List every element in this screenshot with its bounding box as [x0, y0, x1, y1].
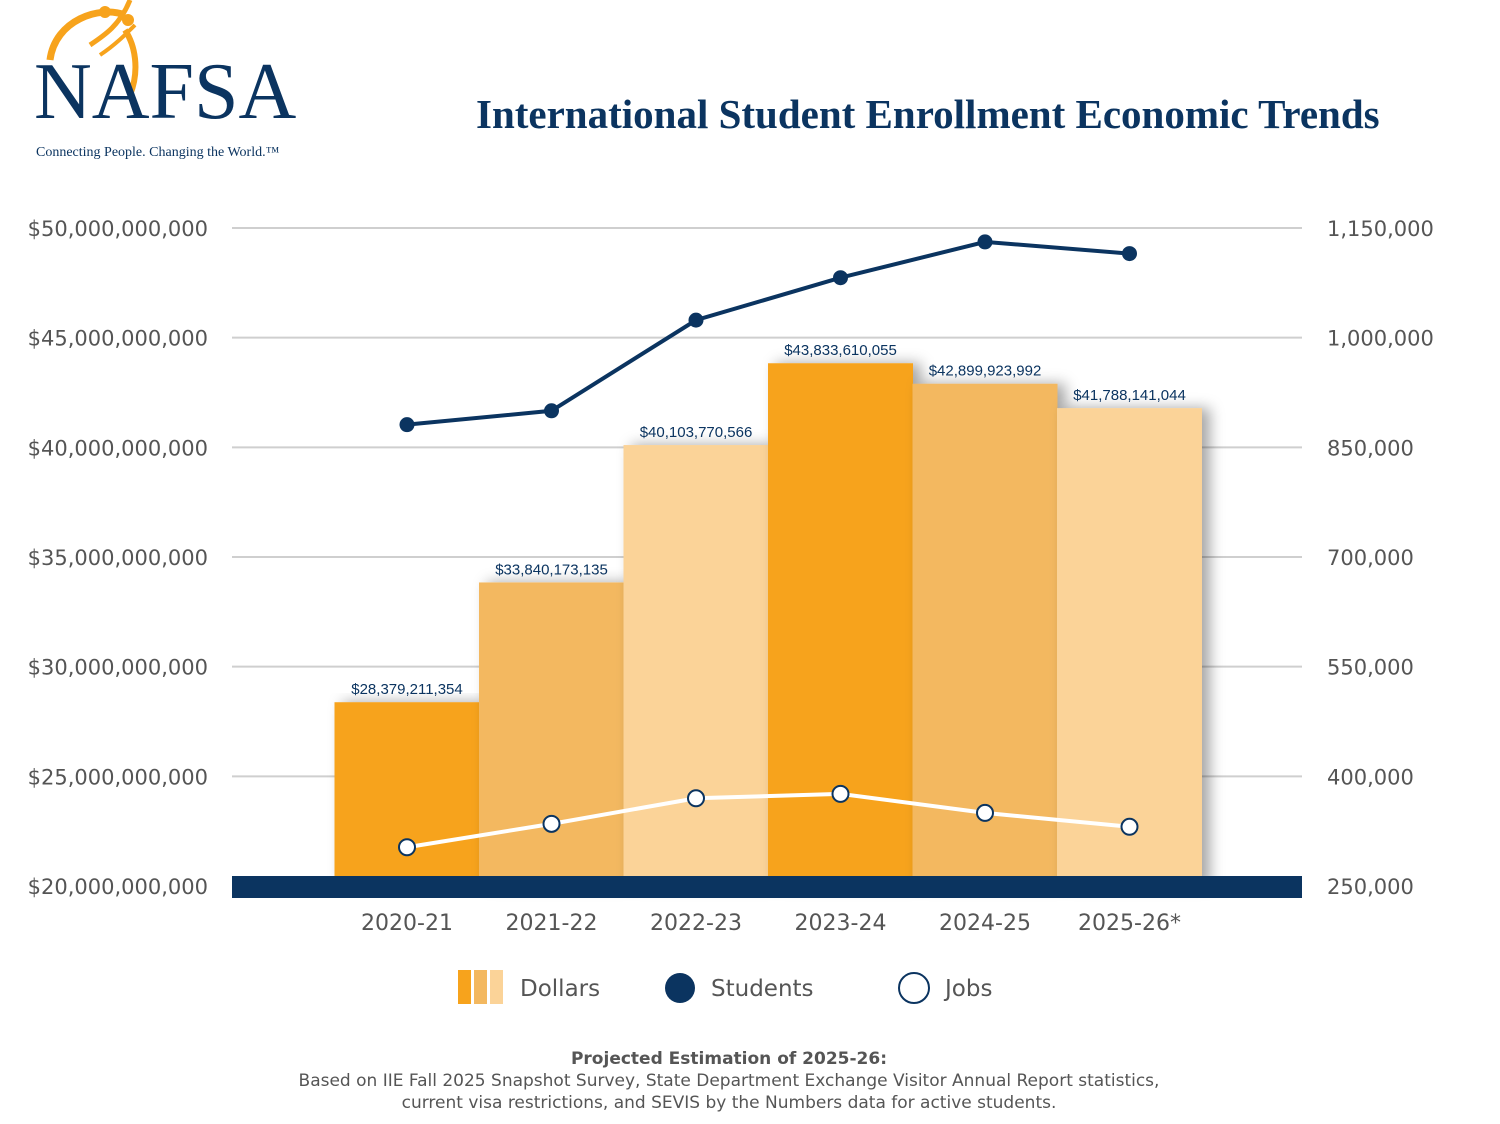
left-axis-tick: $25,000,000,000 [28, 765, 208, 789]
legend-students-marker [665, 973, 695, 1003]
chart-title: International Student Enrollment Economi… [476, 91, 1380, 137]
jobs-point [687, 789, 705, 808]
right-axis-tick: 1,150,000 [1327, 217, 1434, 241]
x-axis-tick: 2024-25 [939, 911, 1031, 936]
students-point [833, 270, 848, 286]
logo-wordmark: NAFSA [34, 48, 297, 136]
nafsa-logo: NAFSA Connecting People. Changing the Wo… [34, 0, 297, 160]
right-axis-tick: 1,000,000 [1327, 327, 1434, 351]
footer-line-2: current visa restrictions, and SEVIS by … [401, 1093, 1057, 1113]
footer-line-1: Based on IIE Fall 2025 Snapshot Survey, … [298, 1071, 1160, 1091]
dollars-data-label: $33,840,173,135 [495, 561, 608, 578]
left-axis-tick: $50,000,000,000 [28, 217, 208, 241]
jobs-point [831, 784, 850, 803]
dollars-bar [334, 702, 480, 886]
left-axis-tick: $45,000,000,000 [28, 327, 208, 351]
students-point [544, 403, 559, 419]
jobs-point [976, 803, 994, 822]
right-axis-tick: 550,000 [1327, 656, 1414, 680]
jobs-line [406, 791, 1130, 850]
left-axis-tick: $30,000,000,000 [28, 656, 208, 680]
x-axis-tick: 2020-21 [361, 911, 453, 936]
left-axis-tick: $35,000,000,000 [28, 546, 208, 570]
dollars-bar [623, 445, 769, 886]
students-line [406, 239, 1130, 427]
dollars-data-label: $42,899,923,992 [929, 363, 1042, 380]
legend-jobs-marker [898, 972, 930, 1004]
right-axis-tick: 400,000 [1327, 765, 1414, 789]
legend-label-dollars: Dollars [520, 976, 600, 1002]
dollars-bar [912, 383, 1058, 886]
x-axis-tick: 2025-26* [1078, 911, 1181, 936]
jobs-point [1120, 817, 1139, 836]
x-axis-tick: 2022-23 [650, 911, 742, 936]
dollars-data-label: $41,788,141,044 [1073, 387, 1186, 404]
x-axis-tick: 2021-22 [506, 911, 598, 936]
x-axis-baseline [232, 876, 1302, 898]
left-axis-tick: $20,000,000,000 [28, 875, 208, 899]
right-axis-tick: 250,000 [1327, 875, 1414, 899]
right-axis-tick: 700,000 [1327, 546, 1414, 570]
legend-dollars-swatch [458, 970, 471, 1004]
footer-note: Projected Estimation of 2025-26: Based o… [0, 1048, 1458, 1114]
students-point [399, 417, 415, 433]
jobs-point [542, 814, 561, 833]
dollars-bar [768, 363, 913, 886]
students-point [688, 312, 704, 328]
dollars-bar [1057, 408, 1202, 886]
jobs-point [398, 838, 416, 857]
dollars-data-label: $28,379,211,354 [351, 681, 463, 698]
legend-label-jobs: Jobs [943, 976, 992, 1002]
dollars-bar [479, 582, 624, 886]
legend-dollars-swatch [474, 970, 487, 1004]
legend-dollars-swatch [490, 970, 503, 1004]
students-point [977, 234, 993, 250]
students-point [1122, 246, 1137, 262]
left-axis-tick: $40,000,000,000 [28, 436, 208, 460]
x-axis-tick: 2023-24 [795, 911, 887, 936]
logo-tagline: Connecting People. Changing the World.™ [36, 145, 280, 160]
dollars-data-label: $43,833,610,055 [784, 342, 897, 359]
right-axis-tick: 850,000 [1327, 436, 1414, 460]
dollars-data-label: $40,103,770,566 [640, 424, 753, 441]
footer-heading: Projected Estimation of 2025-26: [570, 1049, 888, 1069]
legend-label-students: Students [711, 976, 814, 1002]
